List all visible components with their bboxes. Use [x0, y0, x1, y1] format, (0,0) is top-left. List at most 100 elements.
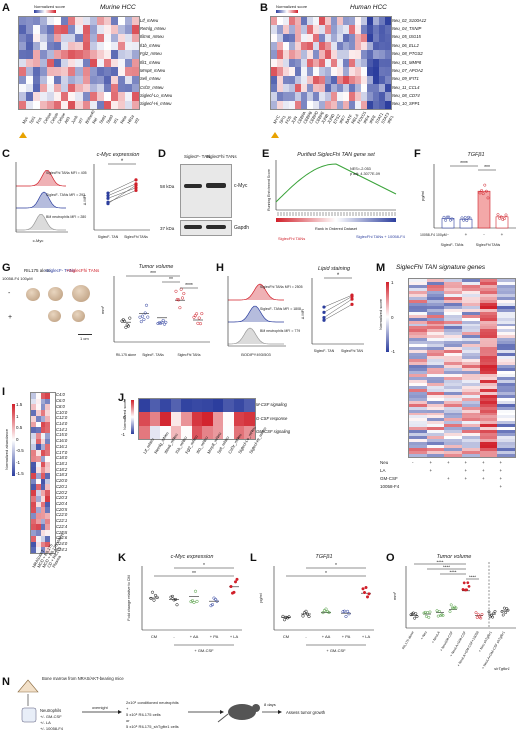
heatmap-cell	[497, 317, 515, 321]
heatmap-cell	[343, 42, 349, 51]
heatmap-cell	[343, 100, 349, 109]
heatmap-cell	[426, 454, 445, 457]
condition-mark: +	[429, 460, 433, 465]
heatmap-row-label: C22:0	[56, 512, 68, 518]
data-point	[428, 610, 432, 614]
heatmap-cell	[461, 400, 480, 404]
condition-mark: +	[499, 484, 503, 489]
panel-n-mix3: 5 x10⁵ RIL175 cells	[126, 712, 161, 717]
heatmap-cell	[45, 404, 51, 411]
heatmap-cell	[497, 409, 515, 413]
heatmap-cell	[31, 461, 36, 468]
heatmap-row-label: Ifitm6_mNeu	[140, 34, 164, 40]
panel-e-stats: NES=-2.053	[350, 167, 371, 171]
pair-line	[107, 183, 137, 196]
heatmap-cell	[497, 356, 515, 360]
panel-b-arrow-icon	[271, 132, 279, 138]
heatmap-cell	[461, 341, 480, 345]
heatmap-cell	[349, 33, 355, 43]
sign-minus: -	[447, 232, 449, 237]
heatmap-cell	[343, 50, 349, 59]
heatmap-cell	[426, 302, 445, 306]
panel-m-title: SiglecFhi TAN signature genes	[396, 264, 486, 271]
heatmap-cell	[461, 394, 480, 398]
heatmap-cell	[444, 370, 462, 374]
panel-a-title: Murine HCC	[100, 4, 136, 11]
heatmap-cell	[355, 75, 361, 84]
heatmap-row-label: M-CSF signaling	[256, 402, 287, 408]
heatmap-cell	[75, 67, 83, 76]
heatmap-row-label: G-CSF response	[256, 415, 288, 421]
heatmap-cell	[40, 92, 48, 101]
heatmap-cell	[82, 83, 90, 93]
panel-letter-e: E	[262, 148, 270, 160]
heatmap-cell	[409, 353, 427, 357]
data-point	[179, 287, 183, 291]
heatmap-row-label: Neu_08_PTGS2	[392, 51, 423, 57]
heatmap-cell	[426, 359, 445, 363]
heatmap-row-label: Neu_05_ISG15	[392, 34, 421, 40]
heatmap-cell	[426, 412, 445, 416]
heatmap-cell	[40, 541, 46, 548]
heatmap-cell	[26, 67, 34, 76]
heatmap-cell	[461, 415, 480, 419]
heatmap-cell	[426, 299, 445, 303]
heatmap-cell	[117, 25, 125, 34]
heatmap-cell	[444, 368, 462, 371]
heatmap-cell	[444, 445, 462, 449]
heatmap-cell	[40, 461, 46, 468]
data-point	[152, 598, 156, 602]
heatmap-cell	[426, 290, 445, 294]
heatmap-cell	[479, 365, 498, 368]
heatmap-cell	[124, 67, 132, 76]
data-point	[307, 614, 311, 619]
heatmap-cell	[40, 25, 48, 34]
heatmap-cell	[50, 547, 55, 553]
flow-histogram-1	[16, 191, 66, 209]
sig-star: *	[335, 563, 337, 569]
data-point	[345, 609, 350, 613]
heatmap-cell	[479, 347, 498, 351]
heatmap-cell	[54, 67, 62, 76]
heatmap-cell	[202, 425, 213, 439]
heatmap-cell	[61, 75, 69, 84]
heatmap-row-label: C22:5	[56, 529, 68, 535]
heatmap-row-label: Ltf_mNeu	[140, 17, 159, 23]
panel-letter-l: L	[250, 552, 257, 564]
heatmap-cell	[497, 296, 515, 300]
heatmap-cell	[444, 385, 462, 389]
heatmap-cell	[409, 281, 427, 285]
sig-star: ****	[185, 283, 193, 289]
heatmap-row-label: C10:0	[56, 409, 68, 415]
x-cat: RIL175 alone	[401, 630, 415, 650]
heatmap-cell	[409, 335, 427, 339]
heatmap-cell	[40, 473, 46, 479]
legend-tick: 0	[16, 436, 19, 442]
tumor-image-4	[48, 310, 61, 322]
data-point	[462, 218, 466, 222]
panel-l-chart: TGFβ1 pg/ml CM - + AA + PA + LA + GM-CSF * *	[259, 554, 374, 653]
heatmap-cell	[426, 279, 445, 282]
heatmap-cell	[409, 415, 427, 419]
heatmap-cell	[385, 33, 391, 43]
heatmap-cell	[45, 473, 51, 479]
heatmap-cell	[444, 296, 462, 300]
heatmap-cell	[479, 379, 498, 383]
heatmap-cell	[40, 507, 46, 513]
heatmap-cell	[45, 467, 51, 473]
panel-n-overnight: overnight	[92, 706, 109, 710]
heatmap-cell	[497, 335, 515, 339]
panel-g-plus: +	[8, 314, 13, 321]
heatmap-cell	[409, 302, 427, 306]
heatmap-cell	[35, 518, 41, 525]
heatmap-cell	[313, 25, 319, 34]
heatmap-row-label: C8:0	[56, 403, 65, 409]
heatmap-cell	[26, 33, 34, 43]
flow-histogram-2	[16, 169, 66, 187]
heatmap-cell	[349, 17, 355, 26]
x-cat: SiglecFhi TANs	[124, 235, 148, 239]
heatmap-cell	[50, 438, 55, 445]
heatmap-cell	[461, 347, 480, 351]
panel-h-title: Lipid staining	[318, 266, 351, 272]
data-point	[287, 615, 291, 619]
